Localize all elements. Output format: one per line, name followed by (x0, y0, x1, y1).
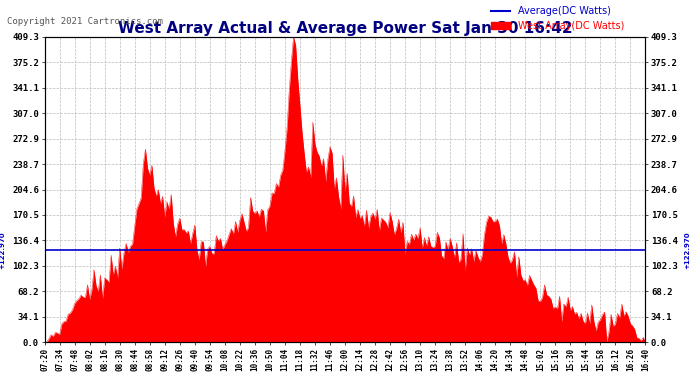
Text: Copyright 2021 Cartronics.com: Copyright 2021 Cartronics.com (7, 17, 163, 26)
Legend: Average(DC Watts), West Array(DC Watts): Average(DC Watts), West Array(DC Watts) (487, 2, 629, 34)
Text: +122.970: +122.970 (0, 232, 6, 269)
Text: +122.970: +122.970 (684, 232, 690, 269)
Title: West Array Actual & Average Power Sat Jan 30 16:42: West Array Actual & Average Power Sat Ja… (118, 21, 572, 36)
